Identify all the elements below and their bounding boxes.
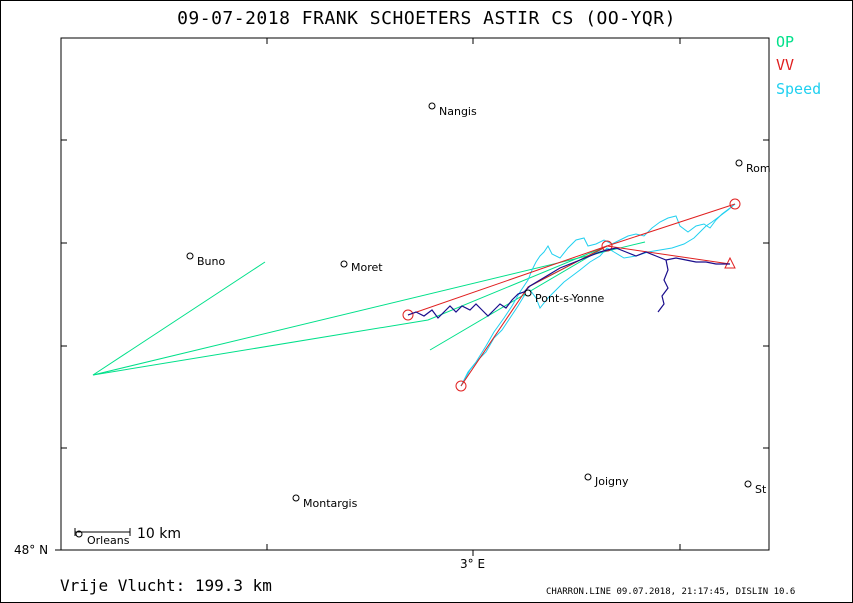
town-rom: Rom bbox=[735, 159, 771, 175]
turnpoint-3 bbox=[601, 240, 613, 252]
track-main bbox=[407, 247, 730, 319]
speed-line-alt bbox=[460, 203, 736, 387]
town-orleans: Orleans bbox=[75, 530, 130, 547]
footer-info: CHARRON.LINE 09.07.2018, 21:17:45, DISLI… bbox=[546, 587, 796, 597]
legend-op: OP bbox=[776, 33, 795, 51]
town-label-orleans: Orleans bbox=[87, 534, 130, 547]
free-flight-distance: Vrije Vlucht: 199.3 km bbox=[60, 576, 272, 595]
towns: Nangis Rom Buno Moret Pont-s-Yonne Joign… bbox=[75, 102, 771, 547]
town-label-montargis: Montargis bbox=[303, 497, 358, 510]
legend-speed: Speed bbox=[776, 80, 822, 98]
finish-triangle bbox=[724, 256, 736, 269]
town-joigny: Joigny bbox=[584, 473, 629, 488]
town-label-nangis: Nangis bbox=[439, 105, 477, 118]
town-nangis: Nangis bbox=[428, 102, 477, 118]
legend-vv: VV bbox=[776, 56, 795, 74]
speed-track bbox=[460, 203, 736, 387]
town-montargis: Montargis bbox=[292, 494, 358, 510]
lat-ticks bbox=[55, 38, 769, 556]
speed-line-main bbox=[460, 203, 736, 387]
town-label-rom: Rom bbox=[746, 162, 771, 175]
town-label-joigny: Joigny bbox=[594, 475, 629, 488]
op-line-2 bbox=[92, 241, 646, 376]
town-label-buno: Buno bbox=[197, 255, 225, 268]
flight-track bbox=[407, 247, 730, 319]
town-st: St bbox=[744, 480, 767, 496]
town-pont-s-yonne: Pont-s-Yonne bbox=[524, 289, 605, 305]
town-buno: Buno bbox=[186, 252, 225, 268]
plot-frame bbox=[60, 37, 770, 551]
turnpoint-4 bbox=[729, 198, 741, 210]
map-title: 09-07-2018 FRANK SCHOETERS ASTIR CS (OO-… bbox=[177, 8, 676, 29]
scale-label: 10 km bbox=[137, 526, 182, 542]
turnpoint-2 bbox=[455, 380, 467, 392]
longitude-label: 3° E bbox=[460, 557, 486, 571]
latitude-label: 48° N bbox=[14, 543, 49, 557]
vv-line-2 bbox=[606, 245, 731, 265]
track-tail bbox=[657, 259, 669, 313]
scale-bar bbox=[74, 528, 131, 536]
town-label-pont-s-yonne: Pont-s-Yonne bbox=[535, 292, 605, 305]
town-moret: Moret bbox=[340, 260, 383, 274]
turnpoint-1 bbox=[402, 309, 414, 321]
town-label-st: St bbox=[755, 483, 767, 496]
op-line-1 bbox=[92, 245, 608, 376]
town-label-moret: Moret bbox=[351, 261, 383, 274]
